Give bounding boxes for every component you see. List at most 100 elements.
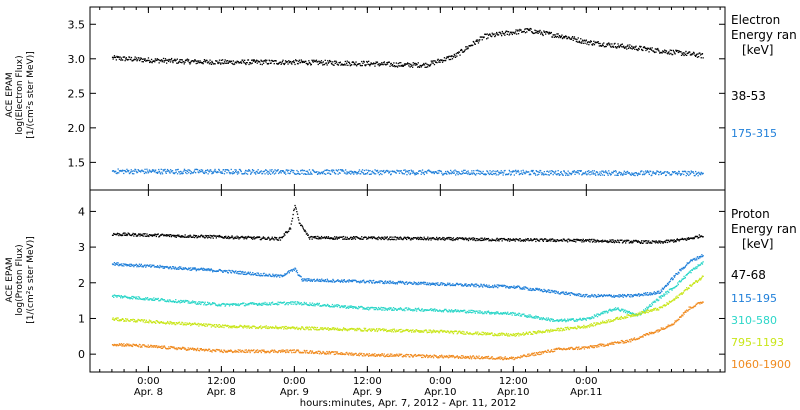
data-point bbox=[162, 267, 164, 269]
data-point bbox=[250, 172, 252, 174]
data-point bbox=[646, 292, 649, 294]
data-point bbox=[288, 228, 290, 230]
data-point bbox=[157, 297, 159, 300]
data-point bbox=[238, 325, 241, 328]
data-point bbox=[200, 234, 202, 236]
data-point bbox=[257, 272, 260, 274]
data-point bbox=[362, 172, 364, 174]
data-point bbox=[174, 301, 176, 303]
data-point bbox=[390, 307, 392, 309]
data-point bbox=[405, 170, 407, 172]
data-point bbox=[259, 63, 262, 65]
data-point bbox=[283, 233, 285, 235]
data-point bbox=[366, 172, 369, 174]
data-point bbox=[116, 317, 118, 319]
data-point bbox=[113, 319, 116, 321]
data-point bbox=[188, 267, 191, 270]
data-point bbox=[228, 305, 231, 307]
data-point bbox=[417, 307, 420, 309]
data-point bbox=[517, 169, 519, 172]
data-point bbox=[211, 173, 213, 175]
data-point bbox=[699, 255, 702, 257]
data-point bbox=[672, 279, 674, 281]
data-point bbox=[193, 268, 196, 270]
data-point bbox=[463, 169, 465, 171]
data-point bbox=[130, 265, 132, 267]
data-point bbox=[139, 265, 141, 267]
data-point bbox=[145, 321, 147, 323]
data-point bbox=[219, 269, 221, 271]
data-point bbox=[589, 174, 591, 176]
data-point bbox=[617, 307, 619, 309]
data-point bbox=[298, 274, 300, 276]
data-point bbox=[469, 284, 471, 286]
data-point bbox=[321, 171, 323, 173]
data-point bbox=[127, 58, 129, 61]
data-point bbox=[130, 297, 132, 299]
data-point bbox=[178, 171, 180, 173]
data-point bbox=[323, 173, 326, 175]
data-point bbox=[407, 170, 409, 172]
data-point bbox=[672, 53, 674, 56]
data-point bbox=[368, 307, 370, 309]
data-point bbox=[679, 268, 681, 271]
data-point bbox=[371, 170, 374, 172]
data-point bbox=[379, 282, 381, 284]
data-point bbox=[202, 236, 204, 238]
data-point bbox=[233, 172, 235, 175]
data-point bbox=[576, 38, 578, 41]
data-point bbox=[267, 62, 270, 65]
data-point bbox=[173, 235, 175, 237]
data-point bbox=[658, 296, 660, 298]
data-point bbox=[436, 284, 438, 286]
data-point bbox=[664, 240, 666, 242]
data-point bbox=[166, 62, 168, 64]
data-point bbox=[296, 301, 299, 303]
data-point bbox=[247, 170, 249, 172]
data-point bbox=[148, 322, 150, 324]
data-point bbox=[613, 294, 615, 297]
data-point bbox=[450, 55, 452, 58]
data-point bbox=[152, 170, 154, 172]
data-point bbox=[212, 271, 214, 273]
data-point bbox=[578, 293, 580, 295]
data-point bbox=[545, 290, 547, 292]
data-point bbox=[624, 309, 626, 311]
data-point bbox=[581, 319, 583, 321]
data-point bbox=[682, 170, 684, 173]
data-point bbox=[182, 235, 184, 237]
data-point bbox=[167, 59, 169, 61]
data-point bbox=[183, 324, 186, 326]
data-point bbox=[682, 52, 685, 54]
data-point bbox=[595, 295, 597, 297]
data-point bbox=[414, 237, 416, 239]
data-point bbox=[385, 238, 387, 240]
data-point bbox=[223, 236, 226, 238]
data-point bbox=[404, 169, 406, 171]
data-point bbox=[675, 172, 677, 175]
data-point bbox=[307, 172, 309, 174]
data-point bbox=[361, 60, 363, 63]
data-point bbox=[543, 239, 545, 241]
data-point bbox=[407, 62, 409, 64]
data-point bbox=[514, 240, 516, 242]
data-point bbox=[369, 63, 372, 65]
data-point bbox=[242, 59, 244, 61]
data-point bbox=[162, 60, 164, 62]
data-point bbox=[248, 169, 250, 171]
data-point bbox=[141, 265, 144, 267]
data-point bbox=[155, 235, 157, 238]
data-point bbox=[615, 241, 617, 243]
data-point bbox=[148, 235, 150, 238]
data-point bbox=[565, 291, 568, 293]
data-point bbox=[151, 234, 153, 236]
data-point bbox=[506, 33, 508, 35]
data-point bbox=[303, 229, 305, 231]
data-point bbox=[514, 287, 516, 289]
data-point bbox=[311, 280, 313, 282]
data-point bbox=[318, 60, 320, 62]
data-point bbox=[228, 327, 230, 329]
data-point bbox=[389, 236, 391, 238]
data-point bbox=[606, 173, 609, 175]
data-point bbox=[274, 169, 276, 171]
